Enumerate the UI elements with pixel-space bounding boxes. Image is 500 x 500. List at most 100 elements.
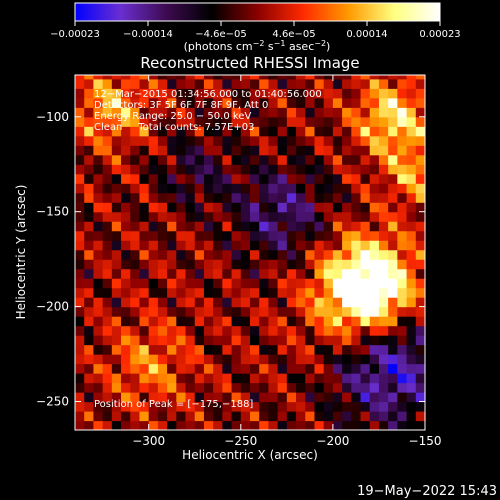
heatmap-cell	[185, 325, 196, 336]
heatmap-cell	[351, 411, 362, 422]
heatmap-cell	[176, 316, 187, 327]
heatmap-cell	[250, 382, 260, 393]
heatmap-cell	[222, 392, 233, 403]
heatmap-cell	[397, 211, 408, 222]
heatmap-cell	[277, 382, 288, 393]
heatmap-cell	[296, 344, 306, 355]
heatmap-cell	[176, 259, 187, 270]
heatmap-cell	[342, 363, 352, 374]
heatmap-cell	[388, 173, 398, 184]
heatmap-cell	[185, 392, 196, 403]
heatmap-cell	[130, 97, 141, 108]
heatmap-cell	[332, 154, 343, 165]
heatmap-cell	[231, 268, 242, 279]
heatmap-cell	[102, 211, 113, 222]
heatmap-cell	[378, 202, 389, 213]
heatmap-cell	[240, 154, 251, 165]
heatmap-cell	[351, 287, 362, 298]
heatmap-cell	[397, 297, 408, 308]
heatmap-cell	[75, 164, 85, 175]
heatmap-cell	[139, 173, 150, 184]
heatmap-cell	[323, 154, 334, 165]
heatmap-cell	[167, 135, 177, 146]
heatmap-cell	[351, 420, 362, 430]
heatmap-cell	[388, 202, 398, 213]
heatmap-cell	[148, 392, 159, 403]
heatmap-cell	[75, 135, 85, 146]
heatmap-cell	[139, 249, 150, 260]
heatmap-cell	[378, 154, 389, 165]
heatmap-cell	[185, 88, 196, 99]
heatmap-cell	[176, 173, 187, 184]
heatmap-cell	[332, 173, 343, 184]
heatmap-cell	[388, 240, 398, 251]
heatmap-cell	[406, 211, 417, 222]
heatmap-cell	[231, 192, 242, 203]
heatmap-cell	[102, 97, 113, 108]
heatmap-cell	[305, 354, 316, 365]
heatmap-cell	[369, 259, 380, 270]
heatmap-cell	[213, 135, 223, 146]
heatmap-cell	[296, 202, 306, 213]
heatmap-cell	[203, 211, 214, 222]
heatmap-cell	[388, 363, 398, 374]
heatmap-cell	[415, 164, 425, 175]
heatmap-cell	[305, 268, 316, 279]
heatmap-cell	[240, 325, 251, 336]
heatmap-cell	[139, 183, 150, 194]
heatmap-cell	[231, 116, 242, 127]
heatmap-cell	[259, 173, 270, 184]
heatmap-cell	[240, 392, 251, 403]
heatmap-cell	[130, 192, 141, 203]
heatmap-cell	[286, 316, 297, 327]
heatmap-cell	[157, 88, 168, 99]
heatmap-cell	[259, 259, 270, 270]
heatmap-cell	[203, 363, 214, 374]
heatmap-cell	[213, 164, 223, 175]
heatmap-cell	[296, 126, 306, 137]
heatmap-cell	[130, 363, 141, 374]
heatmap-cell	[314, 221, 325, 232]
heatmap-cell	[360, 173, 371, 184]
heatmap-cell	[314, 306, 325, 317]
heatmap-cell	[139, 75, 150, 80]
heatmap-cell	[102, 411, 113, 422]
heatmap-cell	[415, 126, 425, 137]
heatmap-cell	[139, 259, 150, 270]
heatmap-cell	[111, 382, 122, 393]
heatmap-cell	[176, 78, 187, 89]
heatmap-cell	[378, 297, 389, 308]
heatmap-cell	[342, 373, 352, 384]
heatmap-cell	[240, 363, 251, 374]
heatmap-cell	[397, 420, 408, 430]
heatmap-cell	[139, 401, 150, 412]
heatmap-cell	[369, 382, 380, 393]
heatmap-cell	[148, 287, 159, 298]
heatmap-cell	[286, 135, 297, 146]
heatmap-cell	[378, 278, 389, 289]
heatmap-cell	[351, 135, 362, 146]
heatmap-cell	[213, 202, 223, 213]
heatmap-cell	[323, 192, 334, 203]
heatmap-cell	[305, 145, 316, 156]
heatmap-cell	[121, 192, 131, 203]
heatmap-cell	[323, 173, 334, 184]
heatmap-cell	[102, 154, 113, 165]
heatmap-cell	[222, 420, 233, 430]
heatmap-cell	[167, 97, 177, 108]
heatmap-cell	[111, 126, 122, 137]
heatmap-cell	[415, 116, 425, 127]
heatmap-cell	[415, 97, 425, 108]
heatmap-cell	[378, 325, 389, 336]
heatmap-cell	[305, 316, 316, 327]
heatmap-cell	[185, 268, 196, 279]
heatmap-cell	[406, 145, 417, 156]
heatmap-cell	[323, 135, 334, 146]
heatmap-cell	[342, 325, 352, 336]
heatmap-cell	[130, 154, 141, 165]
heatmap-cell	[296, 354, 306, 365]
heatmap-cell	[268, 373, 279, 384]
heatmap-cell	[332, 164, 343, 175]
heatmap-cell	[286, 268, 297, 279]
heatmap-cell	[286, 344, 297, 355]
